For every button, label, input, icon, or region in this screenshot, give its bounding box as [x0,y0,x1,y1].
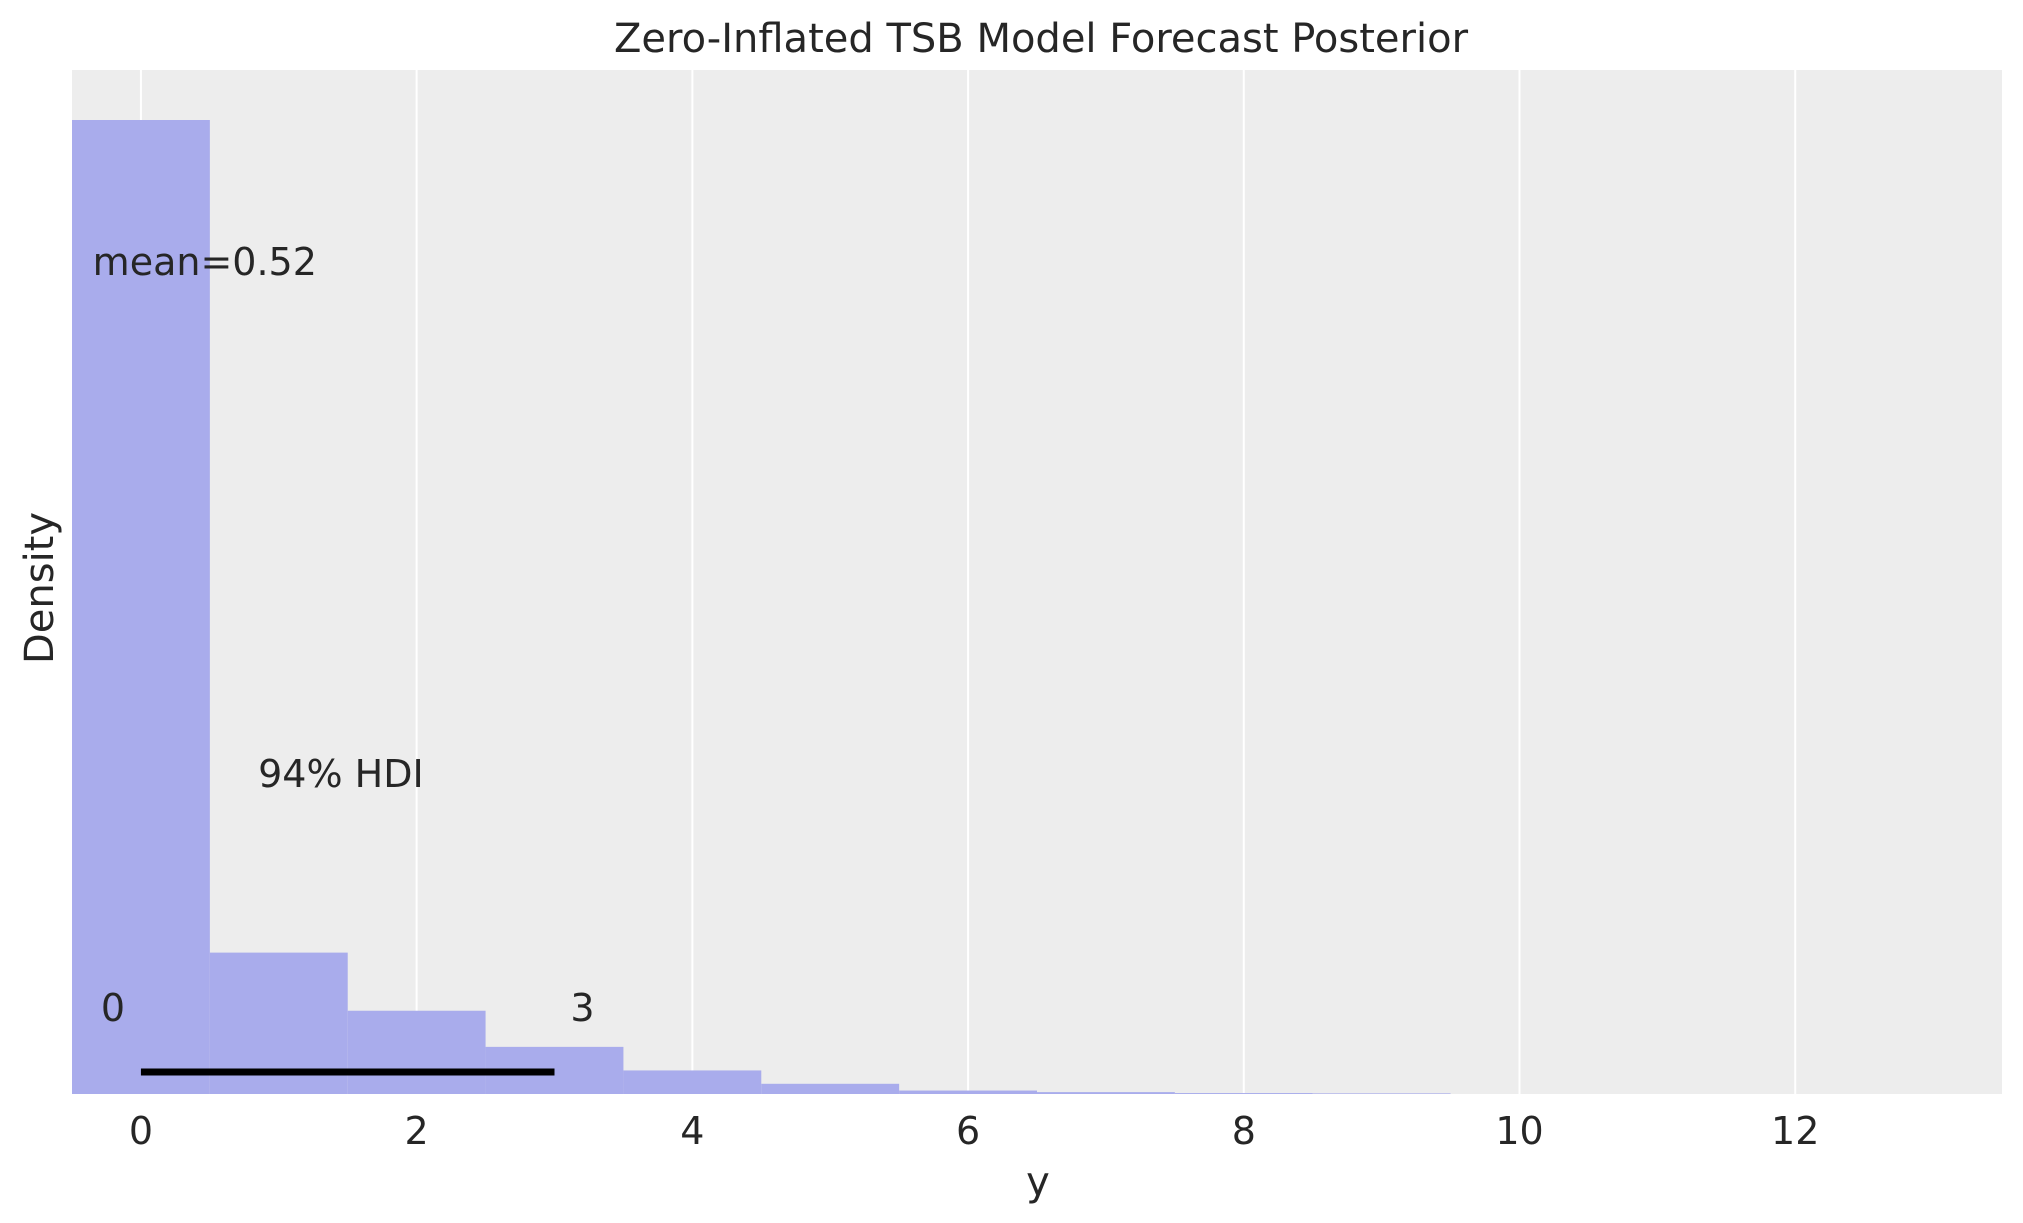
histogram-bar [72,120,210,1094]
hdi-high-label: 3 [570,986,594,1030]
histogram-bar [1037,1092,1175,1094]
histogram-bar [1312,1093,1451,1094]
x-tick-label: 8 [1232,1109,1256,1153]
x-tick-label: 0 [129,1109,153,1153]
histogram-bar [623,1070,762,1094]
hdi-low-label: 0 [101,986,125,1030]
x-axis-label: y [1026,1159,1050,1205]
histogram-bar [899,1090,1037,1094]
x-tick-label: 4 [680,1109,704,1153]
plot-area [72,70,2002,1094]
hdi-label: 94% HDI [258,752,424,796]
mean-label: mean=0.52 [93,240,317,284]
x-tick-label: 12 [1771,1109,1819,1153]
chart-title: Zero-Inflated TSB Model Forecast Posteri… [614,16,1469,62]
grid-lines [139,70,1797,1094]
x-tick-label: 2 [405,1109,429,1153]
histogram-bar [347,1010,486,1094]
x-tick-labels: 0 2 4 6 8 10 12 [129,1109,1820,1153]
x-tick-label: 10 [1495,1109,1543,1153]
y-axis-label: Density [17,512,63,664]
histogram-bar [761,1083,900,1094]
x-tick-label: 6 [956,1109,980,1153]
histogram-bar [1174,1093,1313,1094]
